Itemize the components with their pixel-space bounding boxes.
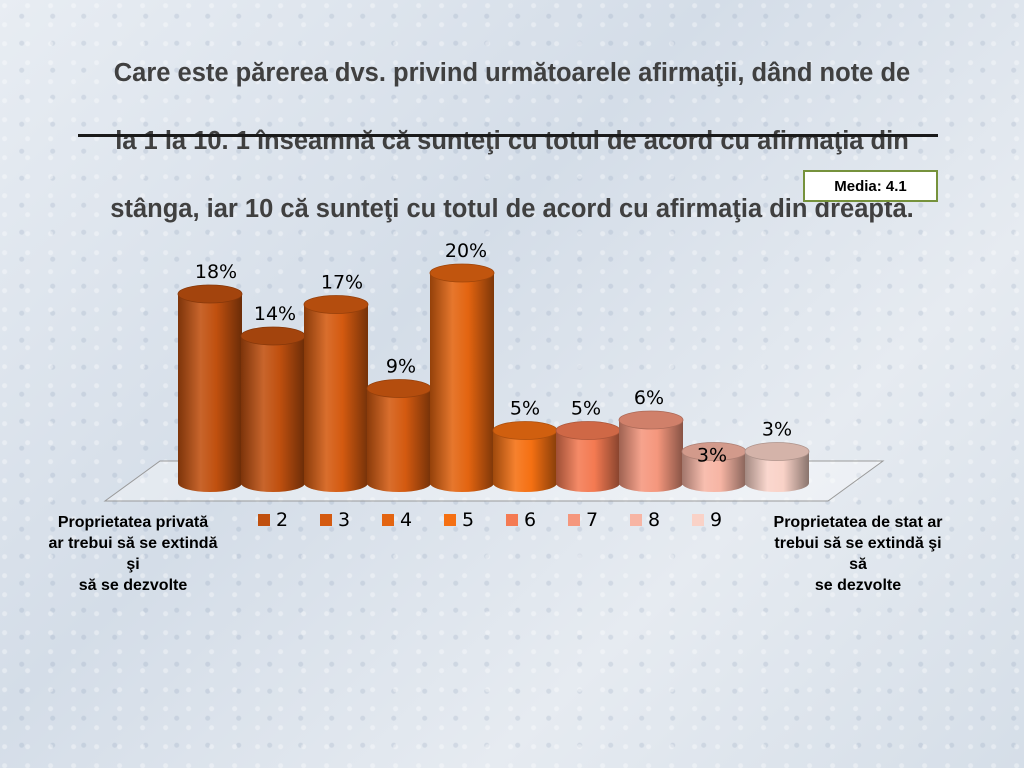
legend-item: 6 <box>506 509 568 531</box>
data-label: 3% <box>697 445 727 467</box>
data-label: 18% <box>195 261 237 283</box>
legend-item: 2 <box>258 509 320 531</box>
bar-10 <box>744 442 810 492</box>
legend-label: 6 <box>524 509 537 531</box>
legend-label: 4 <box>400 509 413 531</box>
data-label: 14% <box>254 303 296 325</box>
legend-swatch <box>258 514 270 526</box>
legend-swatch <box>444 514 456 526</box>
legend-swatch <box>630 514 642 526</box>
bar-body <box>430 273 494 492</box>
bar-top <box>429 263 495 283</box>
legend-label: 5 <box>462 509 475 531</box>
legend-item: 8 <box>630 509 692 531</box>
legend-item: 7 <box>568 509 630 531</box>
legend-label: 9 <box>710 509 723 531</box>
bar-top <box>618 410 684 430</box>
bar-body <box>367 388 431 492</box>
legend-swatch <box>382 514 394 526</box>
legend-swatch <box>568 514 580 526</box>
data-label: 5% <box>571 398 601 420</box>
legend-swatch <box>320 514 332 526</box>
data-label: 6% <box>634 387 664 409</box>
legend-item: 4 <box>382 509 444 531</box>
bar-top <box>303 295 369 314</box>
data-label: 9% <box>386 356 416 378</box>
bar-body <box>304 304 368 492</box>
bar-2 <box>240 326 306 492</box>
bar-top <box>555 421 621 440</box>
bar-body <box>745 451 809 492</box>
legend-label: 2 <box>276 509 289 531</box>
bar-top <box>177 284 243 304</box>
data-label: 5% <box>510 398 540 420</box>
right-axis-label: Proprietatea de stat ar trebui să se ext… <box>773 514 943 594</box>
bar-top <box>744 442 810 461</box>
bar-body <box>556 430 620 492</box>
bar-top <box>366 379 432 398</box>
legend-label: 7 <box>586 509 599 531</box>
title-divider <box>78 134 938 137</box>
bar-top <box>240 326 306 346</box>
bar-body <box>682 451 746 492</box>
bar-8 <box>618 410 684 492</box>
title-line-1: Care este părerea dvs. privind următoare… <box>113 59 911 87</box>
left-axis-label: Proprietatea privată ar trebui să se ext… <box>48 514 218 594</box>
title-line-2: la 1 la 10. 1 înseamnă că sunteţi cu tot… <box>115 127 909 155</box>
bar-1 <box>177 284 243 492</box>
bar-9 <box>681 442 747 492</box>
bar-body <box>178 294 242 492</box>
legend-item: 3 <box>320 509 382 531</box>
data-label: 17% <box>321 272 363 294</box>
data-label: 20% <box>445 240 487 262</box>
legend-item: 5 <box>444 509 506 531</box>
bar-6 <box>492 421 558 492</box>
media-box: Media: 4.1 <box>803 170 938 202</box>
media-label: Media: 4.1 <box>834 177 907 195</box>
data-label: 3% <box>762 419 792 441</box>
legend-swatch <box>506 514 518 526</box>
bar-7 <box>555 421 621 492</box>
slide-title: Care este părerea dvs. privind următoare… <box>40 22 984 260</box>
bar-top <box>492 421 558 440</box>
legend-label: 3 <box>338 509 351 531</box>
legend-label: 8 <box>648 509 661 531</box>
bar-body <box>493 430 557 492</box>
legend-item: 9 <box>692 509 754 531</box>
bar-5 <box>429 263 495 492</box>
bar-body <box>619 420 683 492</box>
bar-4 <box>366 379 432 492</box>
bar-body <box>241 336 305 492</box>
bar-3 <box>303 295 369 492</box>
legend-swatch <box>692 514 704 526</box>
chart-legend: 2 3 4 5 6 7 8 9 <box>258 508 754 532</box>
